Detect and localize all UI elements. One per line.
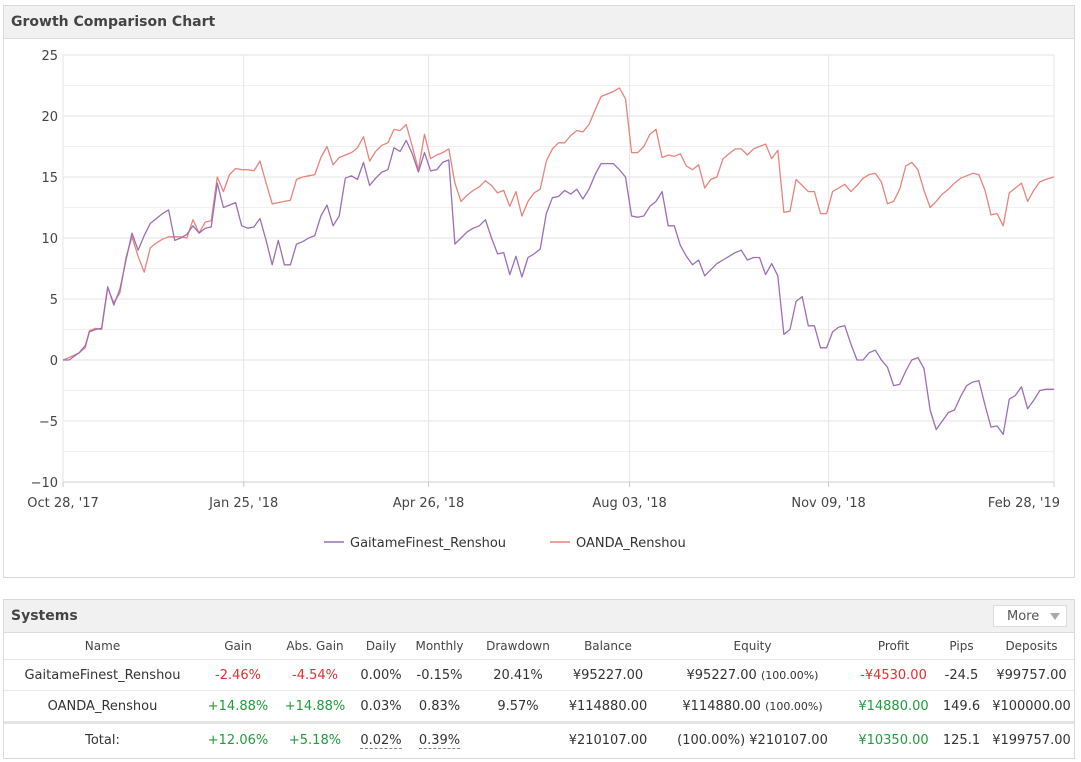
- systems-table-header: Name Gain Abs. Gain Daily Monthly Drawdo…: [4, 633, 1074, 660]
- drawdown-value: 9.57%: [472, 690, 564, 723]
- x-tick-label: Oct 28, '17: [27, 496, 99, 511]
- y-tick-label: −10: [31, 476, 58, 491]
- profit-value: ¥14880.00: [853, 690, 934, 723]
- monthly-value: 0.83%: [407, 690, 472, 723]
- col-header-daily[interactable]: Daily: [355, 633, 407, 660]
- equity-percent: (100.00%): [760, 668, 819, 682]
- deposits-value: ¥100000.00: [989, 690, 1074, 723]
- total-monthly-cell: 0.39%: [407, 721, 472, 756]
- systems-panel: Systems More Name Gain Abs. Gain Daily M…: [3, 599, 1075, 759]
- total-monthly[interactable]: 0.39%: [418, 732, 461, 749]
- total-pips: 125.1: [934, 721, 989, 756]
- y-tick-label: 20: [41, 110, 58, 125]
- total-equity: (100.00%) ¥210107.00: [652, 721, 853, 756]
- y-tick-label: 10: [41, 232, 58, 247]
- abs-gain-value: -4.54%: [275, 659, 355, 691]
- col-header-gain[interactable]: Gain: [201, 633, 275, 660]
- total-daily-cell: 0.02%: [355, 721, 407, 756]
- y-tick-label: 0: [50, 354, 58, 369]
- growth-chart-panel: Growth Comparison Chart 25 20 15 10 5 0 −5 −10 O…: [3, 5, 1075, 578]
- total-label: Total:: [4, 721, 201, 756]
- more-button-label: More: [1007, 608, 1040, 624]
- profit-value: -¥4530.00: [853, 659, 934, 691]
- col-header-name[interactable]: Name: [4, 633, 201, 660]
- growth-chart: 25 20 15 10 5 0 −5 −10 Oct 28, '17 Jan 25, '18 Apr…: [27, 49, 1060, 551]
- col-header-profit[interactable]: Profit: [853, 633, 934, 660]
- col-header-equity[interactable]: Equity: [652, 633, 853, 660]
- more-dropdown-button[interactable]: More: [993, 605, 1067, 627]
- total-gain: +12.06%: [201, 721, 275, 756]
- system-name-link[interactable]: GaitameFinest_Renshou: [4, 659, 201, 691]
- x-tick-label: Nov 09, '18: [791, 496, 865, 511]
- systems-table: Name Gain Abs. Gain Daily Monthly Drawdo…: [4, 633, 1074, 756]
- table-row: GaitameFinest_Renshou -2.46% -4.54% 0.00…: [4, 659, 1074, 691]
- y-tick-label: 15: [41, 171, 58, 186]
- monthly-value: -0.15%: [407, 659, 472, 691]
- balance-value: ¥95227.00: [564, 659, 652, 691]
- deposits-value: ¥99757.00: [989, 659, 1074, 691]
- gain-value: -2.46%: [201, 659, 275, 691]
- chevron-down-icon: [1050, 612, 1060, 620]
- y-tick-label: 5: [50, 293, 58, 308]
- col-header-monthly[interactable]: Monthly: [407, 633, 472, 660]
- legend-label[interactable]: GaitameFinest_Renshou: [350, 536, 506, 551]
- col-header-pips[interactable]: Pips: [934, 633, 989, 660]
- daily-value: 0.03%: [355, 690, 407, 723]
- y-tick-label: 25: [41, 49, 58, 64]
- y-tick-label: −5: [39, 415, 58, 430]
- equity-value: ¥95227.00: [686, 667, 757, 683]
- abs-gain-value: +14.88%: [275, 690, 355, 723]
- total-profit: ¥10350.00: [853, 721, 934, 756]
- x-tick-label: Jan 25, '18: [208, 496, 278, 511]
- drawdown-value: 20.41%: [472, 659, 564, 691]
- total-daily[interactable]: 0.02%: [360, 732, 402, 749]
- equity-cell: ¥95227.00 (100.00%): [652, 659, 853, 691]
- pips-value: -24.5: [934, 659, 989, 691]
- equity-percent: (100.00%): [765, 699, 823, 713]
- balance-value: ¥114880.00: [564, 690, 652, 723]
- total-drawdown: [472, 721, 564, 756]
- total-balance: ¥210107.00: [564, 721, 652, 756]
- table-row: OANDA_Renshou +14.88% +14.88% 0.03% 0.83…: [4, 690, 1074, 723]
- series-line-oanda-renshou: [62, 87, 1055, 361]
- systems-panel-title: Systems: [11, 608, 78, 624]
- total-deposits: ¥199757.00: [989, 721, 1074, 756]
- systems-panel-header: Systems More: [4, 600, 1074, 633]
- chart-panel-header: Growth Comparison Chart: [4, 6, 1074, 39]
- col-header-drawdown[interactable]: Drawdown: [472, 633, 564, 660]
- col-header-deposits[interactable]: Deposits: [989, 633, 1074, 660]
- col-header-abs-gain[interactable]: Abs. Gain: [275, 633, 355, 660]
- legend-label[interactable]: OANDA_Renshou: [576, 536, 686, 551]
- col-header-balance[interactable]: Balance: [564, 633, 652, 660]
- equity-cell: ¥114880.00 (100.00%): [652, 690, 853, 723]
- gain-value: +14.88%: [201, 690, 275, 723]
- chart-panel-title: Growth Comparison Chart: [11, 14, 216, 30]
- series-line-gaitamefinest-renshou: [63, 139, 1054, 436]
- daily-value: 0.00%: [355, 659, 407, 691]
- total-abs-gain: +5.18%: [275, 721, 355, 756]
- x-tick-label: Apr 26, '18: [393, 496, 465, 511]
- x-tick-label: Aug 03, '18: [592, 496, 666, 511]
- x-tick-label: Feb 28, '19: [988, 496, 1060, 511]
- equity-value: ¥114880.00: [682, 698, 761, 714]
- total-row: Total: +12.06% +5.18% 0.02% 0.39% ¥21010…: [4, 721, 1074, 756]
- system-name-link[interactable]: OANDA_Renshou: [4, 690, 201, 723]
- pips-value: 149.6: [934, 690, 989, 723]
